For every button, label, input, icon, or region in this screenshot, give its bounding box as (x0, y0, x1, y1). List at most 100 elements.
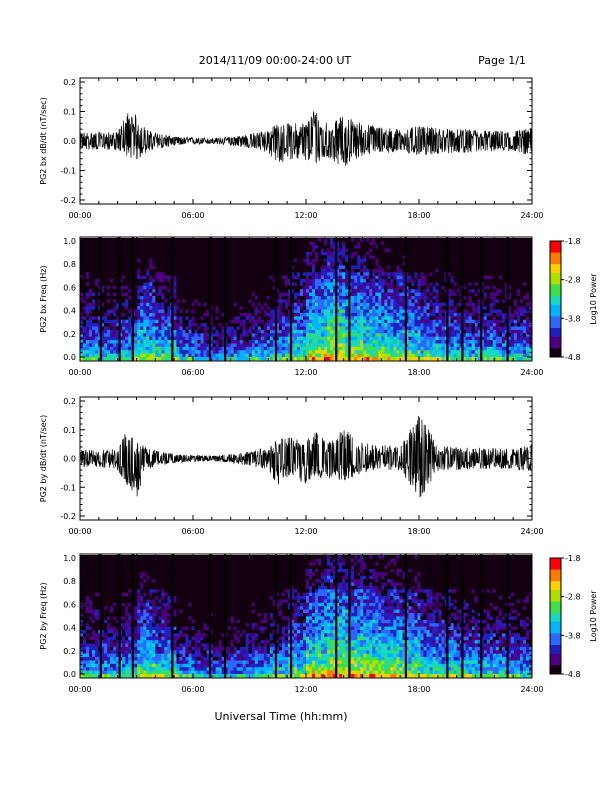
spectrogram-cell (203, 251, 207, 256)
spectrogram-cell (480, 305, 485, 310)
spectrogram-cell (251, 349, 256, 354)
spectrogram-cell (375, 315, 379, 320)
spectrogram-cell (384, 299, 388, 303)
spectrogram-cell (378, 278, 382, 283)
spectrogram-cell (179, 244, 183, 249)
spectrogram-cell (143, 315, 147, 320)
spectrogram-cell (417, 295, 421, 300)
spectrogram-cell (239, 254, 244, 259)
spectrogram-cell (342, 353, 346, 358)
spectrogram-cell (146, 251, 150, 256)
spectrogram-cell (227, 326, 232, 330)
spectrogram-cell (299, 261, 304, 266)
spectrogram-cell (230, 241, 235, 246)
spectrogram-cell (284, 299, 289, 303)
spectrogram-cell (149, 282, 153, 286)
spectrogram-cell (293, 285, 298, 290)
spectrogram-cell (218, 312, 223, 317)
spectrogram-cell (330, 299, 334, 303)
spectrogram-cell (339, 319, 343, 324)
spectrogram-cell (333, 322, 337, 327)
spectrogram-cell (315, 278, 319, 283)
spectrogram-cell (363, 261, 367, 266)
spectrogram-cell (122, 292, 126, 297)
spectrogram-cell (290, 285, 295, 290)
spectrogram-cell (284, 322, 289, 327)
spectrogram-cell (212, 271, 216, 276)
spectrogram-cell (92, 339, 96, 344)
spectrogram-cell (167, 339, 171, 344)
spectrogram-cell (197, 309, 201, 313)
spectrogram-cell (137, 353, 141, 358)
spectrogram-cell (447, 285, 452, 290)
spectrogram-cell (188, 329, 192, 334)
spectrogram-cell (254, 292, 259, 297)
spectrogram-cell (456, 305, 461, 310)
spectrogram-cell (309, 258, 313, 263)
spectrogram-cell (438, 322, 442, 327)
spectrogram-cell (119, 292, 123, 297)
spectrogram-cell (393, 244, 397, 249)
spectrogram-cell (188, 295, 192, 300)
spectrogram-cell (378, 282, 382, 286)
spectrogram-cell (435, 271, 439, 276)
spectrogram-cell (251, 322, 256, 327)
spectrogram-cell (342, 295, 346, 300)
spectrogram-cell (432, 261, 436, 266)
spectrogram-cell (321, 332, 325, 337)
spectrogram-cell (92, 265, 96, 269)
spectrogram-cell (80, 349, 84, 354)
spectrogram-cell (83, 244, 87, 249)
spectrogram-cell (164, 241, 168, 246)
spectrogram-cell (480, 275, 485, 280)
spectrogram-cell (399, 254, 403, 259)
spectrogram-cell (471, 278, 476, 283)
spectrogram-cell (197, 356, 201, 361)
spectrogram-cell (296, 319, 301, 324)
spectrogram-cell (290, 326, 295, 330)
spectrogram-cell (155, 326, 159, 330)
spectrogram-cell (167, 332, 171, 337)
spectrogram-cell (312, 292, 316, 297)
spectrogram-cell (266, 244, 271, 249)
spectrogram-cell (327, 268, 331, 273)
spectrogram-cell (312, 319, 316, 324)
spectrogram-cell (354, 329, 358, 334)
spectrogram-cell (414, 261, 418, 266)
spectrogram-cell (152, 326, 156, 330)
spectrogram-cell (293, 305, 298, 310)
spectrogram-cell (248, 261, 253, 266)
spectrogram-cell (125, 319, 129, 324)
spectrogram-cell (245, 282, 250, 286)
spectrogram-cell (164, 349, 168, 354)
spectrogram-cell (266, 278, 271, 283)
spectrogram-cell (263, 305, 268, 310)
spectrogram-cell (465, 302, 470, 307)
spectrogram-cell (342, 305, 346, 310)
spectrogram-cell (263, 339, 268, 344)
spectrogram-cell (339, 271, 343, 276)
spectrogram-cell (152, 322, 156, 327)
spectrogram-cell (354, 265, 358, 269)
spectrogram-cell (143, 261, 147, 266)
spectrogram-cell (233, 292, 238, 297)
spectrogram-cell (465, 271, 470, 276)
spectrogram-cell (420, 339, 424, 344)
spectrogram-cell (173, 275, 177, 280)
spectrogram-cell (438, 275, 442, 280)
spectrogram-cell (363, 244, 367, 249)
spectrogram-cell (233, 336, 238, 341)
spectrogram-cell (357, 258, 361, 263)
spectrogram-cell (426, 285, 430, 290)
spectrogram-cell (176, 343, 180, 347)
spectrogram-cell (471, 295, 476, 300)
spectrogram-cell (209, 244, 213, 249)
spectrogram-cell (321, 241, 325, 246)
spectrogram-cell (417, 322, 421, 327)
spectrogram-cell (140, 268, 144, 273)
spectrogram-cell (281, 261, 286, 266)
spectrogram-cell (396, 353, 400, 358)
spectrogram-cell (95, 271, 99, 276)
spectrogram-cell (284, 275, 289, 280)
spectrogram-cell (411, 346, 415, 351)
